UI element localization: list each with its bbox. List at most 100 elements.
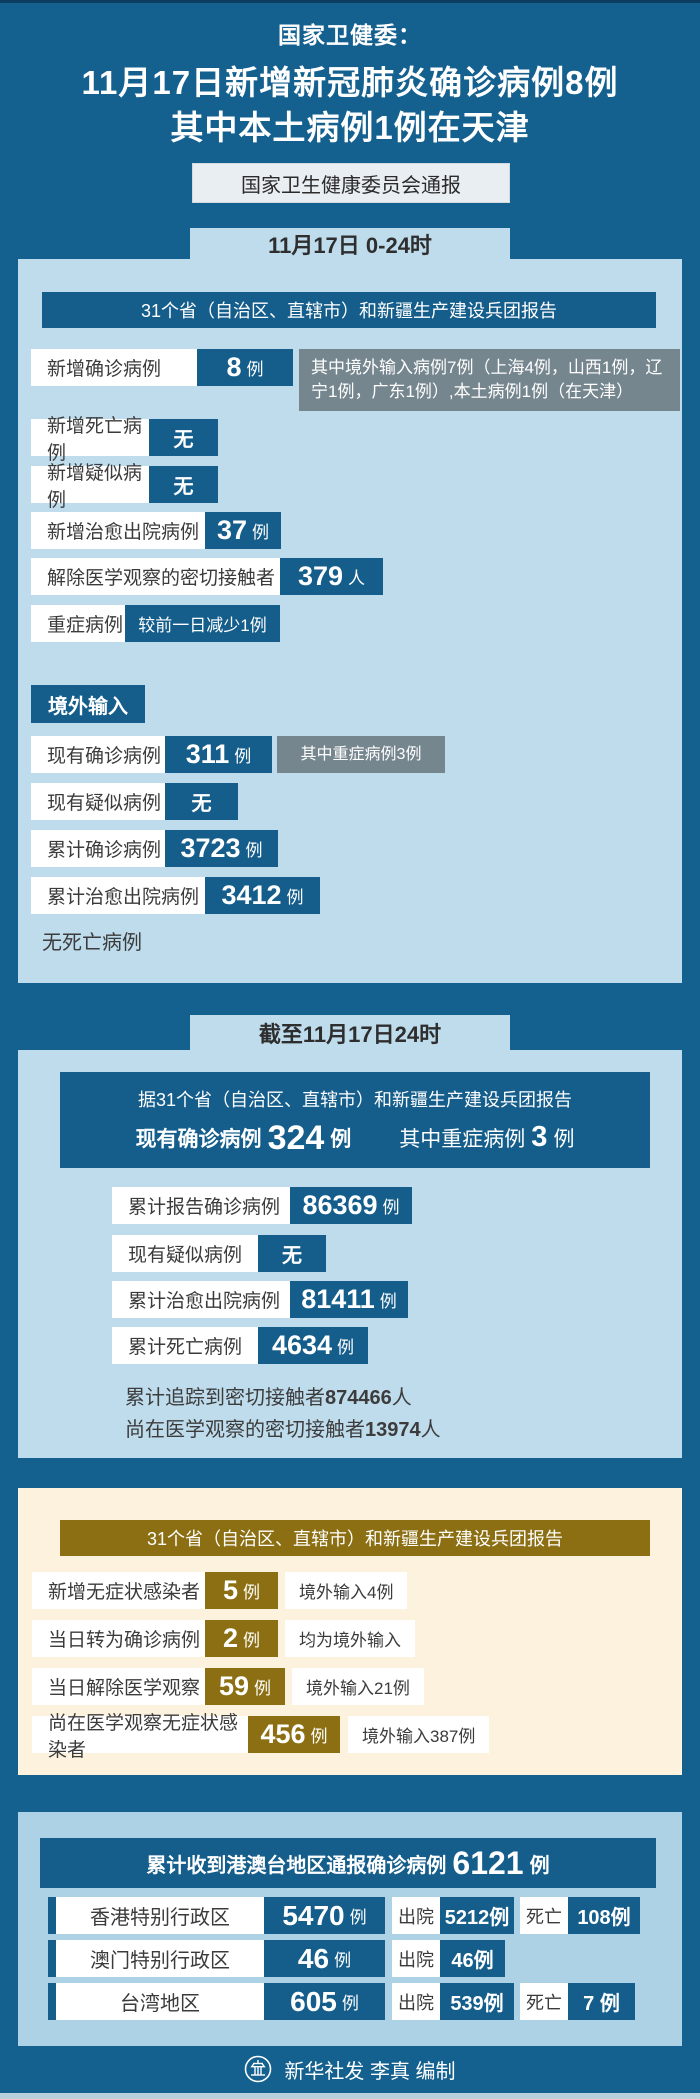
- stat-value: 311: [185, 739, 230, 769]
- stat-label: 现有疑似病例: [31, 783, 165, 820]
- deaths-label: 死亡: [520, 1897, 568, 1934]
- stat-value: 无: [191, 793, 212, 815]
- stat-value-box: 无: [149, 466, 218, 503]
- stat-value: 8: [226, 352, 242, 382]
- stat-label: 现有疑似病例: [112, 1235, 258, 1272]
- top-edge-strip: [0, 0, 700, 3]
- stat-value: 2: [222, 1623, 239, 1653]
- stat-value: 5: [222, 1575, 239, 1605]
- contacts-traced-note: 累计追踪到密切接触者874466人: [125, 1381, 412, 1410]
- tab-section1-date: 11月17日 0-24时: [190, 228, 510, 260]
- region-total-box: 605 例: [264, 1983, 385, 2020]
- stat-value: 81411: [301, 1284, 375, 1314]
- stat-label: 解除医学观察的密切接触者: [31, 558, 280, 595]
- section4-banner-label: 累计收到港澳台地区通报确诊病例: [146, 1854, 447, 1877]
- current-cases-value: 324: [267, 1118, 325, 1157]
- stat-value-box: 8 例: [197, 349, 293, 386]
- stat-label: 累计治愈出院病例: [112, 1281, 290, 1318]
- stat-unit: 例: [243, 1583, 261, 1602]
- contacts-observed-number: 13974: [365, 1419, 421, 1441]
- region-total-box: 46 例: [264, 1940, 385, 1977]
- stat-value: 59: [218, 1671, 250, 1701]
- contacts-traced-prefix: 累计追踪到密切接触者: [125, 1387, 325, 1409]
- stat-value: 37: [216, 515, 248, 545]
- stat-label: 新增死亡病例: [31, 416, 149, 464]
- section2-banner-line1: 据31个省（自治区、直辖市）和新疆生产建设兵团报告: [137, 1089, 573, 1110]
- stat-value: 无: [173, 429, 194, 451]
- stat-label: 新增疑似病例: [31, 463, 149, 511]
- section3-banner: 31个省（自治区、直辖市）和新疆生产建设兵团报告: [60, 1520, 650, 1556]
- row-accent-bar: [48, 1897, 56, 1934]
- section4-banner-number: 6121: [452, 1845, 524, 1881]
- contacts-observed-suffix: 人: [420, 1419, 441, 1441]
- stat-unit: 例: [310, 1727, 328, 1746]
- region-total-unit: 例: [334, 1951, 352, 1970]
- stat-note: 其中重症病例3例: [277, 736, 445, 773]
- stat-unit: 例: [246, 360, 264, 379]
- severe-cases-unit: 例: [553, 1127, 575, 1151]
- stat-value-box: 4634 例: [258, 1327, 368, 1364]
- region-label: 台湾地区: [56, 1983, 264, 2020]
- stat-value-box: 3723 例: [165, 830, 278, 867]
- stat-label: 累计治愈出院病例: [31, 877, 205, 914]
- stat-note: 其中境外输入病例7例（上海4例，山西1例，辽宁1例，广东1例）,本土病例1例（在…: [299, 349, 680, 411]
- stat-label: 累计确诊病例: [31, 830, 165, 867]
- stat-label: 新增无症状感染者: [32, 1572, 205, 1609]
- page-title-line1: 11月17日新增新冠肺炎确诊病例8例: [81, 64, 619, 101]
- contacts-traced-number: 874466: [325, 1387, 392, 1409]
- stat-unit: 人: [348, 569, 366, 588]
- stat-value: 456: [260, 1719, 306, 1749]
- stat-note: 境外输入387例: [348, 1716, 490, 1753]
- contacts-observed-note: 尚在医学观察的密切接触者13974人: [125, 1413, 441, 1442]
- stat-value: 无: [173, 476, 194, 498]
- stat-note: 境外输入21例: [292, 1668, 424, 1705]
- contacts-observed-prefix: 尚在医学观察的密切接触者: [125, 1419, 365, 1441]
- stat-unit: 例: [379, 1292, 397, 1311]
- severe-cases-label: 其中重症病例: [399, 1127, 526, 1151]
- stat-value-box: 456 例: [248, 1716, 340, 1753]
- no-deaths-footnote: 无死亡病例: [42, 932, 142, 954]
- stat-unit: 例: [245, 841, 263, 860]
- deaths-label: 死亡: [520, 1983, 568, 2020]
- section2-banner-line2: 现有确诊病例 324 例 其中重症病例 3 例: [136, 1121, 575, 1155]
- deaths-value-box: 7 例: [568, 1983, 635, 2020]
- stat-value: 4634: [271, 1330, 333, 1360]
- stat-label: 累计死亡病例: [112, 1327, 258, 1364]
- region-label: 香港特别行政区: [56, 1897, 264, 1934]
- stat-value-box: 81411 例: [290, 1281, 408, 1318]
- section1-banner: 31个省（自治区、直辖市）和新疆生产建设兵团报告: [42, 292, 656, 328]
- stat-unit: 例: [337, 1338, 355, 1357]
- stat-value: 3723: [180, 833, 241, 863]
- stat-unit: 例: [286, 888, 304, 907]
- stat-value: 379: [297, 561, 344, 591]
- stat-unit: 例: [382, 1198, 400, 1217]
- stat-unit: 例: [254, 1679, 272, 1698]
- footer-credit-row: 新华社发 李真 编制: [0, 2052, 700, 2086]
- bottom-edge-strip: [0, 2093, 700, 2099]
- stat-value-box: 311 例: [165, 736, 272, 773]
- stat-value: 无: [282, 1245, 302, 1267]
- stat-value: 86369: [302, 1190, 378, 1220]
- stat-value-box: 379 人: [280, 558, 383, 595]
- stat-value-box: 37 例: [205, 512, 281, 549]
- discharged-value-box: 539例: [440, 1983, 514, 2020]
- stat-value-box: 无: [258, 1235, 326, 1272]
- discharged-label: 出院: [392, 1897, 440, 1934]
- stat-label: 当日解除医学观察: [32, 1668, 205, 1705]
- stat-value: 3412: [221, 880, 282, 910]
- stat-label: 新增治愈出院病例: [31, 512, 205, 549]
- stat-note: 境外输入4例: [285, 1572, 408, 1609]
- page-title-line2: 其中本土病例1例在天津: [170, 109, 530, 146]
- deaths-value-box: 108例: [568, 1897, 640, 1934]
- stat-value-box: 59 例: [205, 1668, 285, 1705]
- stat-value-box: 86369 例: [290, 1187, 412, 1224]
- current-cases-unit: 例: [330, 1127, 352, 1151]
- region-total-box: 5470 例: [264, 1897, 385, 1934]
- section4-banner-unit: 例: [529, 1854, 550, 1877]
- discharged-label: 出院: [392, 1940, 440, 1977]
- section4-banner: 累计收到港澳台地区通报确诊病例 6121 例: [40, 1838, 656, 1888]
- severe-cases-value: 3: [531, 1121, 548, 1153]
- region-total: 605: [290, 1985, 337, 2017]
- current-cases-label: 现有确诊病例: [135, 1127, 262, 1151]
